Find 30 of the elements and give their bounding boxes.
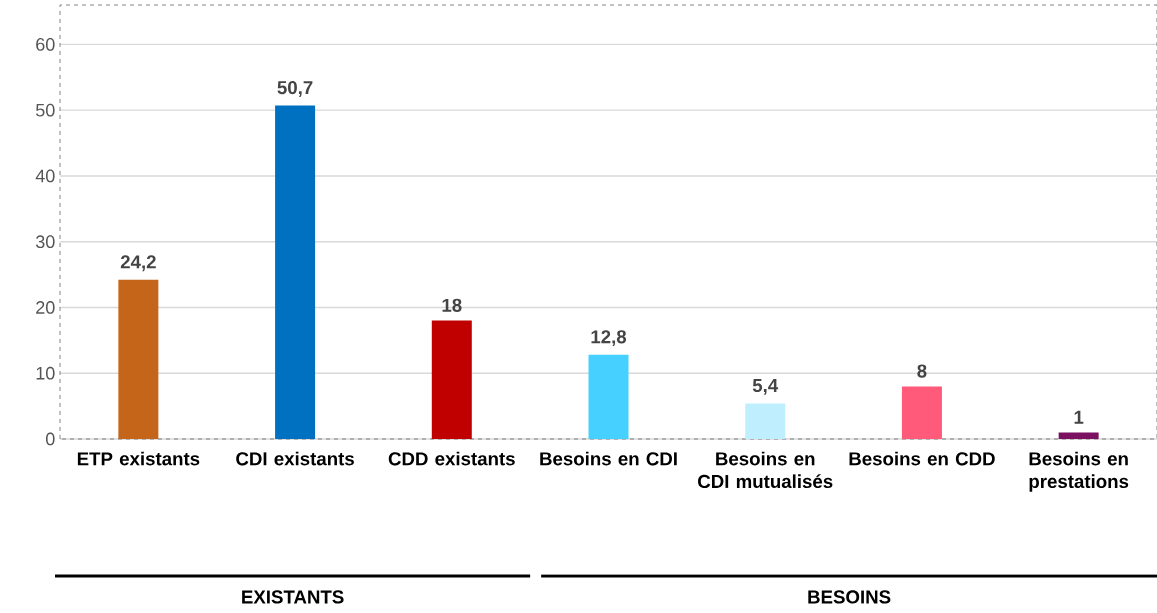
data-label: 1: [1074, 410, 1084, 424]
data-label: 8: [917, 364, 927, 378]
x-tick-label: Besoins en CDI mutualisés: [698, 451, 833, 489]
y-tick-label: 50: [35, 103, 55, 117]
y-tick-label: 20: [36, 301, 55, 314]
data-label: 24,2: [120, 255, 156, 272]
bar: [1058, 432, 1099, 439]
bar: [901, 386, 942, 439]
bar: [431, 320, 472, 439]
data-label: 50,7: [277, 80, 313, 97]
data-label: 18: [442, 298, 462, 312]
text: EXISTANTS: [242, 590, 344, 604]
x-tick-label: CDD existants: [388, 451, 515, 466]
x-tick-label: ETP existants: [77, 451, 200, 466]
x-tick-label: Besoins en prestations: [1029, 451, 1129, 492]
y-tick-label: 10: [36, 366, 55, 380]
bar: [118, 279, 159, 439]
bar: [588, 354, 629, 439]
bar: [275, 105, 316, 439]
y-tick-label: 60: [36, 38, 55, 51]
data-label: 12,8: [591, 330, 627, 347]
x-tick-label: Besoins en CDI: [540, 451, 677, 466]
y-tick-label: 40: [35, 169, 55, 183]
bar: [745, 403, 786, 439]
text: BESOINS: [808, 590, 891, 604]
y-tick-label: 30: [35, 235, 55, 249]
x-tick-label: Besoins en CDD: [849, 451, 995, 466]
y-tick-label: 0: [46, 432, 55, 446]
x-tick-label: CDI existants: [236, 451, 354, 466]
data-label: 5,4: [752, 379, 779, 395]
